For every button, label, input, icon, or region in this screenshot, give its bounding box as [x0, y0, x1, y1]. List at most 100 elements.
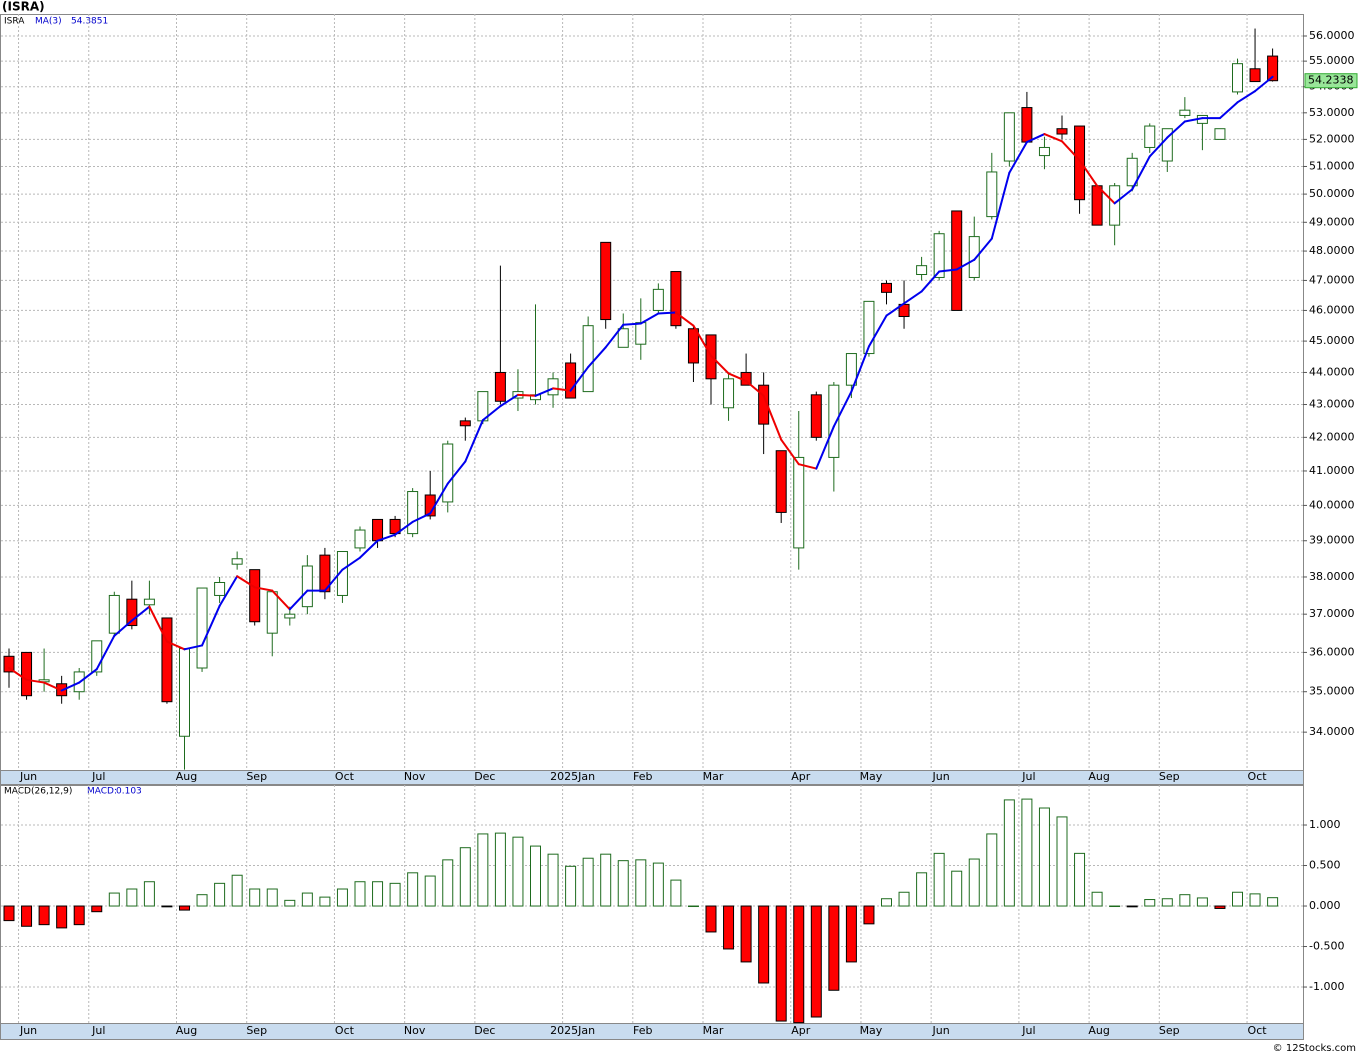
- last-price-box: [1304, 73, 1358, 89]
- y-tick-label: 36.0000: [1309, 645, 1355, 658]
- x-tick-label: 2025Jan: [550, 770, 595, 783]
- ma-segment: [429, 482, 449, 515]
- macd-bar: [1091, 891, 1103, 907]
- macd-bar: [1144, 899, 1156, 907]
- candle-body: [108, 594, 120, 634]
- ma-segment: [95, 634, 116, 671]
- candle-body: [565, 362, 577, 399]
- footer: © 12Stocks.com: [1273, 1043, 1356, 1054]
- ma-segment: [1183, 117, 1204, 123]
- macd-bar: [828, 905, 840, 991]
- macd-bar: [582, 857, 594, 907]
- macd-bar: [389, 882, 401, 907]
- macd-bar: [740, 905, 752, 963]
- macd-bar: [266, 888, 278, 907]
- candle-body: [652, 288, 664, 311]
- macd-bar: [21, 905, 33, 927]
- ma-segment: [113, 619, 133, 637]
- ma-legend-value: 54.3851: [71, 17, 108, 27]
- ma-segment: [920, 270, 941, 293]
- ma-segment: [569, 366, 590, 392]
- macd-bar: [933, 852, 945, 907]
- candle-body: [442, 443, 454, 503]
- ma-segment: [341, 556, 361, 571]
- y-tick-label: -1.000: [1309, 980, 1344, 993]
- x-tick-label: Feb: [633, 1024, 652, 1037]
- ma-segment: [201, 604, 221, 647]
- x-tick-label: Nov: [404, 770, 426, 783]
- ma-segment: [236, 575, 256, 589]
- macd-bar: [916, 872, 928, 907]
- ma-segment: [815, 425, 835, 470]
- page-title: (ISRA): [2, 0, 45, 14]
- ma-segment: [710, 354, 730, 375]
- ma-segment: [885, 302, 906, 317]
- candle-body: [1179, 109, 1191, 116]
- candle-body: [21, 651, 33, 697]
- ma-segment: [25, 678, 46, 684]
- macd-bar: [881, 898, 892, 907]
- ma-segment: [1131, 155, 1151, 191]
- ma-segment: [394, 520, 414, 536]
- y-tick-label: 51.0000: [1309, 159, 1355, 172]
- ma-segment: [218, 575, 239, 607]
- ma-segment: [481, 405, 502, 422]
- ma-segment: [516, 393, 537, 397]
- ma-segment: [867, 314, 888, 348]
- candle-body: [723, 378, 735, 409]
- macd-bar: [1021, 798, 1033, 907]
- macd-bar: [1179, 894, 1191, 907]
- macd-bar: [73, 905, 85, 926]
- candle-body: [1091, 185, 1103, 226]
- ma-segment: [411, 512, 432, 523]
- macd-bar: [143, 881, 155, 907]
- y-tick-label: 41.0000: [1309, 464, 1355, 477]
- macd-bar: [530, 845, 541, 907]
- candle-body: [407, 491, 419, 535]
- price-panel: [0, 14, 1304, 771]
- ma-segment: [639, 312, 660, 325]
- candle-body: [845, 353, 857, 386]
- ma-segment: [622, 322, 642, 326]
- ma-segment: [657, 311, 677, 315]
- candle-body: [196, 587, 208, 669]
- macd-bar: [898, 891, 910, 907]
- x-tick-label: Mar: [703, 770, 724, 783]
- y-tick-label: 55.0000: [1309, 54, 1355, 67]
- ma-segment: [587, 346, 607, 369]
- macd-bar: [705, 905, 717, 933]
- candle-body: [161, 617, 173, 703]
- x-tick-label: Apr: [791, 770, 811, 783]
- candle-body: [1232, 63, 1243, 93]
- macd-bar: [249, 888, 261, 907]
- x-tick-label: 2025Jan: [550, 1024, 595, 1037]
- macd-bar: [372, 881, 384, 907]
- y-tick-label: 49.0000: [1309, 215, 1355, 228]
- ma-segment: [850, 345, 870, 393]
- y-tick-label: 47.0000: [1309, 273, 1355, 286]
- ma-segment: [165, 640, 186, 651]
- ma-segment: [692, 324, 712, 357]
- candle-body: [775, 450, 787, 513]
- candle-body: [372, 518, 384, 542]
- macd-bar: [951, 870, 963, 907]
- candle-body: [266, 591, 278, 634]
- candle-body: [758, 384, 770, 425]
- x-tick-label: Sep: [1159, 1024, 1180, 1037]
- x-tick-label: Jul: [1021, 1024, 1035, 1037]
- y-tick-label: 46.0000: [1309, 303, 1355, 316]
- ma-segment: [1025, 133, 1046, 144]
- macd-panel: [0, 785, 1304, 1024]
- candle-body: [1021, 107, 1033, 143]
- ma-segment: [780, 438, 800, 466]
- macd-bar: [284, 899, 296, 907]
- y-tick-label: 50.0000: [1309, 187, 1355, 200]
- macd-bar: [600, 853, 612, 907]
- x-tick-label: Jun: [19, 1024, 37, 1037]
- candle-body: [547, 378, 559, 396]
- ma-segment: [359, 539, 379, 559]
- x-tick-label: Jun: [19, 770, 37, 783]
- candle-body: [1038, 146, 1050, 157]
- macd-bar: [442, 859, 454, 907]
- candle-body: [916, 265, 928, 276]
